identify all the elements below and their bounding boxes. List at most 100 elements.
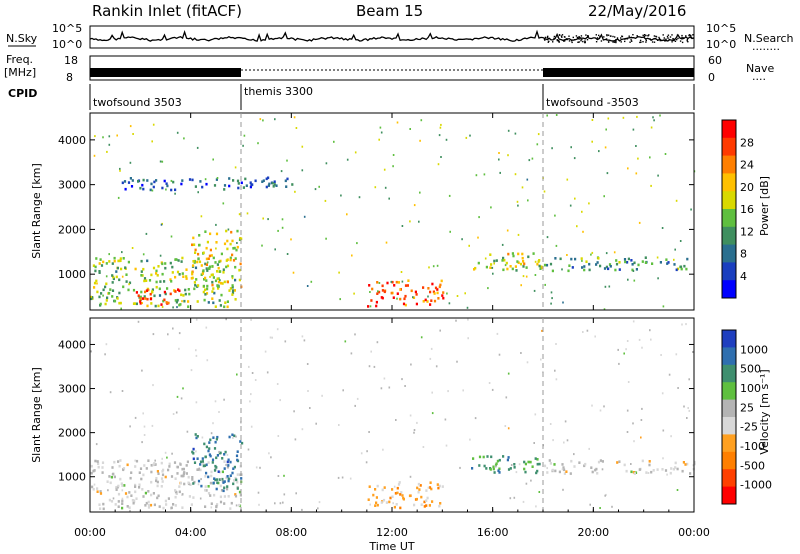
heatmap-cell xyxy=(151,290,154,293)
heatmap-cell xyxy=(209,275,211,278)
heatmap-cell xyxy=(409,128,411,130)
heatmap-cell xyxy=(576,225,578,228)
heatmap-cell xyxy=(632,128,635,131)
heatmap-cell xyxy=(229,460,232,464)
heatmap-cell xyxy=(473,268,476,271)
heatmap-cell xyxy=(182,294,185,297)
heatmap-cell xyxy=(110,500,114,503)
heatmap-cell xyxy=(232,482,235,486)
heatmap-cell xyxy=(185,275,188,278)
heatmap-cell xyxy=(194,266,198,270)
heatmap-cell xyxy=(498,458,501,462)
heatmap-cell xyxy=(195,318,198,321)
heatmap-cell xyxy=(528,159,531,162)
heatmap-cell xyxy=(381,289,384,292)
nsearch-point xyxy=(690,36,693,39)
heatmap-cell xyxy=(108,135,111,138)
heatmap-cell xyxy=(262,217,264,220)
nsearch-point xyxy=(615,40,617,42)
heatmap-cell xyxy=(410,289,413,293)
heatmap-cell xyxy=(286,253,289,255)
heatmap-cell xyxy=(236,242,238,244)
colorbar-swatch xyxy=(722,137,736,156)
heatmap-cell xyxy=(414,290,417,294)
heatmap-cell xyxy=(631,268,634,272)
heatmap-cell xyxy=(446,292,448,295)
heatmap-cell xyxy=(661,468,664,471)
heatmap-cell xyxy=(211,461,214,464)
heatmap-cell xyxy=(125,280,128,283)
heatmap-cell xyxy=(650,126,653,129)
nsearch-point xyxy=(543,38,546,40)
heatmap-cell xyxy=(102,507,105,511)
heatmap-cell xyxy=(195,354,198,357)
heatmap-cell xyxy=(595,467,598,471)
heatmap-cell xyxy=(207,492,211,495)
heatmap-cell xyxy=(419,484,422,487)
heatmap-cell xyxy=(283,493,286,496)
heatmap-cell xyxy=(179,303,182,306)
heatmap-cell xyxy=(209,494,212,497)
x-tick-label: 00:00 xyxy=(678,526,710,539)
heatmap-cell xyxy=(151,189,154,192)
heatmap-cell xyxy=(200,264,203,267)
heatmap-cell xyxy=(474,417,477,420)
heatmap-cell xyxy=(206,261,209,264)
power-ylabel: Slant Range [km] xyxy=(30,163,43,259)
heatmap-cell xyxy=(140,270,143,273)
heatmap-cell xyxy=(542,370,544,373)
heatmap-cell xyxy=(661,392,664,395)
heatmap-cell xyxy=(511,252,514,255)
heatmap-cell xyxy=(281,226,284,229)
heatmap-cell xyxy=(648,463,651,467)
heatmap-cell xyxy=(430,299,433,302)
heatmap-cell xyxy=(693,460,696,464)
heatmap-cell xyxy=(426,300,429,303)
heatmap-cell xyxy=(537,133,540,136)
heatmap-cell xyxy=(225,476,228,480)
heatmap-cell xyxy=(375,304,378,308)
heatmap-cell xyxy=(294,190,296,193)
heatmap-cell xyxy=(638,338,641,341)
heatmap-cell xyxy=(437,297,440,300)
heatmap-cell xyxy=(238,238,242,241)
heatmap-cell xyxy=(591,470,594,474)
nsearch-point xyxy=(553,35,556,38)
freq-tick-bottom: 8 xyxy=(66,71,73,84)
nsearch-point xyxy=(544,36,547,39)
heatmap-cell xyxy=(399,288,402,291)
heatmap-cell xyxy=(258,503,260,506)
heatmap-cell xyxy=(551,297,553,300)
nsearch-point xyxy=(681,36,683,39)
heatmap-cell xyxy=(674,461,677,465)
heatmap-cell xyxy=(134,483,137,487)
nsearch-point xyxy=(667,37,669,39)
heatmap-cell xyxy=(123,180,127,183)
nsearch-point xyxy=(548,40,550,43)
heatmap-cell xyxy=(273,183,276,186)
heatmap-cell xyxy=(90,471,93,475)
heatmap-cell xyxy=(420,495,423,499)
heatmap-cell xyxy=(623,352,625,355)
nsearch-point xyxy=(649,38,651,40)
freq-label: Freq. xyxy=(6,53,33,66)
heatmap-cell xyxy=(550,291,553,294)
heatmap-cell xyxy=(448,302,451,305)
heatmap-cell xyxy=(115,486,118,489)
nsearch-point xyxy=(658,37,661,40)
heatmap-cell xyxy=(220,478,222,481)
heatmap-cell xyxy=(232,437,234,439)
heatmap-cell xyxy=(187,475,190,479)
heatmap-cell xyxy=(419,139,421,142)
heatmap-cell xyxy=(189,483,192,486)
heatmap-cell xyxy=(583,464,586,468)
heatmap-cell xyxy=(522,265,525,268)
heatmap-cell xyxy=(115,270,118,273)
heatmap-cell xyxy=(234,257,237,260)
heatmap-cell xyxy=(199,468,202,472)
heatmap-cell xyxy=(498,471,501,474)
heatmap-cell xyxy=(391,488,394,491)
nsearch-point xyxy=(676,38,678,41)
heatmap-cell xyxy=(176,270,180,274)
nsearch-point xyxy=(606,34,608,37)
